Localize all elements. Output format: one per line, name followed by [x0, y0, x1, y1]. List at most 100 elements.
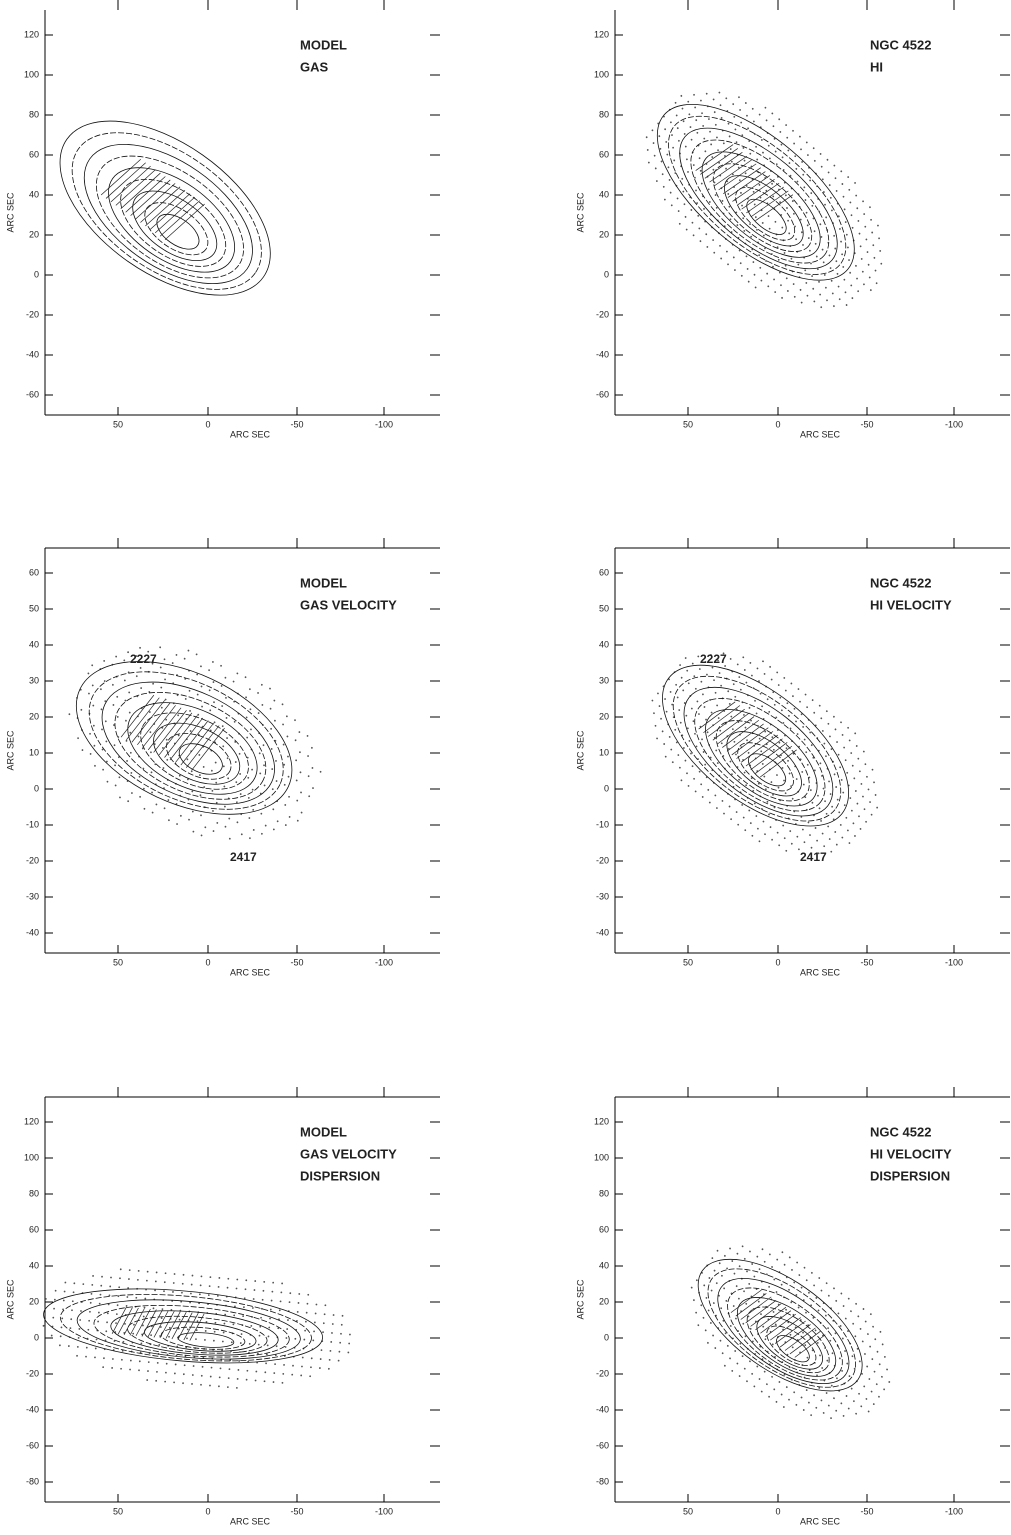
stipple-dot — [752, 261, 755, 263]
stipple-dot — [113, 724, 115, 726]
stipple-dot — [209, 1375, 212, 1378]
stipple-dot — [867, 263, 870, 266]
stipple-dot — [765, 189, 768, 192]
stipple-dot — [849, 271, 852, 274]
stipple-dot — [807, 237, 810, 239]
stipple-dot — [849, 201, 852, 204]
stipple-dot — [311, 767, 314, 769]
stipple-dot — [790, 785, 793, 788]
stipple-dot — [845, 816, 848, 819]
stipple-dot — [736, 1362, 739, 1365]
stipple-dot — [191, 810, 194, 813]
y-tick-label: -20 — [596, 309, 609, 319]
stipple-dot — [862, 1308, 865, 1310]
stipple-dot — [717, 659, 719, 662]
y-tick-label: 0 — [34, 783, 39, 793]
stipple-dot — [221, 705, 224, 707]
stipple-dot — [234, 761, 237, 763]
stipple-dot — [163, 658, 166, 661]
stipple-dot — [734, 1350, 737, 1352]
stipple-dot — [782, 1406, 785, 1408]
stipple-dot — [687, 682, 690, 685]
hatch — [189, 1313, 205, 1341]
stipple-dot — [211, 789, 214, 792]
stipple-dot — [776, 831, 779, 834]
stipple-dot — [224, 805, 226, 808]
stipple-dot — [208, 669, 211, 672]
stipple-dot — [783, 677, 786, 679]
stipple-dot — [774, 1323, 777, 1326]
stipple-dot — [71, 1300, 74, 1303]
hatch — [180, 722, 214, 766]
panel-title: DISPERSION — [300, 1168, 380, 1183]
stipple-dot — [677, 210, 680, 213]
stipple-dot — [803, 738, 806, 741]
stipple-dot — [173, 1273, 176, 1275]
stipple-dot — [742, 147, 745, 149]
stipple-dot — [161, 726, 164, 729]
stipple-dot — [717, 717, 720, 719]
contour-label: 2417 — [800, 850, 827, 864]
panel-title: NGC 4522 — [870, 575, 931, 590]
stipple-dot — [174, 1363, 177, 1366]
hatch — [100, 159, 141, 196]
stipple-dot — [44, 1297, 47, 1300]
stipple-dot — [842, 266, 845, 268]
stipple-dot — [745, 185, 748, 187]
stipple-dot — [862, 795, 864, 798]
stipple-dot — [832, 818, 835, 821]
stipple-dot — [855, 745, 858, 747]
stipple-dot — [854, 181, 856, 184]
stipple-dot — [805, 282, 808, 284]
stipple-dot — [184, 677, 187, 680]
stipple-dot — [821, 775, 823, 777]
hatch — [698, 701, 736, 730]
stipple-dot — [147, 650, 150, 653]
stipple-dot — [305, 1311, 308, 1314]
stipple-dot — [840, 1292, 843, 1295]
stipple-dot — [743, 771, 746, 774]
x-axis-label: ARC SEC — [800, 1516, 841, 1526]
stipple-dot — [749, 822, 752, 825]
stipple-dot — [165, 738, 168, 741]
stipple-dot — [820, 165, 823, 168]
stipple-dot — [239, 773, 242, 775]
stipple-dot — [298, 731, 301, 733]
stipple-dot — [785, 124, 788, 126]
stipple-dot — [796, 1261, 799, 1264]
stipple-dot — [844, 1350, 846, 1352]
stipple-dot — [801, 828, 804, 831]
stipple-dot — [189, 730, 192, 732]
stipple-dot — [823, 742, 826, 745]
stipple-dot — [670, 204, 673, 207]
stipple-dot — [802, 244, 804, 246]
panel-title: MODEL — [300, 1124, 347, 1139]
stipple-dot — [112, 704, 115, 706]
stipple-dot — [829, 196, 832, 199]
stipple-dot — [802, 726, 805, 728]
y-tick-label: 120 — [594, 1116, 609, 1126]
stipple-dot — [783, 252, 786, 254]
stipple-dot — [844, 291, 847, 294]
stipple-dot — [671, 134, 673, 136]
stipple-dot — [103, 1357, 105, 1360]
hatch — [169, 717, 204, 761]
stipple-dot — [829, 1339, 832, 1342]
hatch — [183, 1313, 199, 1341]
hatch — [718, 163, 757, 191]
stipple-dot — [781, 226, 784, 229]
stipple-dot — [250, 1325, 253, 1327]
stipple-dot — [731, 728, 734, 731]
stipple-dot — [682, 747, 685, 749]
stipple-dot — [819, 223, 822, 226]
stipple-dot — [340, 1332, 342, 1335]
stipple-dot — [846, 1362, 849, 1365]
hatch — [158, 712, 193, 756]
stipple-dot — [300, 811, 303, 814]
stipple-dot — [272, 1281, 275, 1284]
y-tick-label: 0 — [604, 1332, 609, 1342]
stipple-dot — [195, 1329, 198, 1332]
stipple-dot — [867, 1410, 870, 1413]
stipple-dot — [749, 661, 752, 664]
stipple-dot — [738, 1265, 741, 1268]
